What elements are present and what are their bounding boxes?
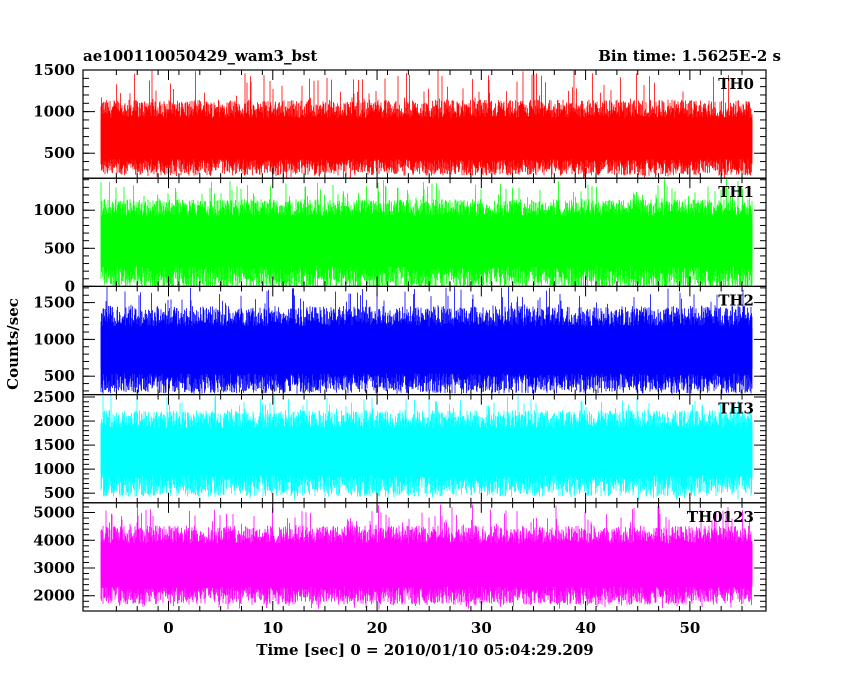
x-tick-label: 30 <box>471 619 492 637</box>
series-th3-core <box>100 430 753 470</box>
y-tick-label: 1500 <box>33 61 75 79</box>
panel-th1: 0 500 1000 TH1 <box>33 177 767 295</box>
x-axis-label: Time [sec] 0 = 2010/01/10 05:04:29.209 <box>256 641 593 659</box>
panel-label-th1: TH1 <box>718 183 754 201</box>
panel-th2: 500 1000 1500 TH2 <box>33 285 767 396</box>
y-tick-label: 0 <box>65 277 75 295</box>
series-th2-core <box>100 328 753 369</box>
series-th1-core <box>100 218 753 260</box>
y-tick-label: 2500 <box>33 388 75 406</box>
series-th0123-core <box>100 545 753 583</box>
y-tick-label: 3000 <box>33 559 75 577</box>
panel-label-th0123: TH0123 <box>687 508 754 526</box>
y-tick-label: 500 <box>44 239 75 257</box>
panel-label-th0: TH0 <box>718 75 754 93</box>
y-axis-label: Counts/sec <box>4 298 22 390</box>
x-tick-label: 50 <box>679 619 700 637</box>
y-tick-label: 2000 <box>33 587 75 605</box>
x-tick-label: 10 <box>262 619 283 637</box>
x-tick-label: 20 <box>367 619 388 637</box>
y-tick-label: 500 <box>44 484 75 502</box>
panel-th0: 500 1000 1500 TH0 <box>33 61 767 179</box>
y-tick-label: 4000 <box>33 531 75 549</box>
x-tick-label: 0 <box>163 619 173 637</box>
plot-title: ae100110050429_wam3_bst <box>83 47 317 65</box>
panel-label-th2: TH2 <box>718 291 754 309</box>
y-tick-label: 500 <box>44 144 75 162</box>
panel-th0123: 2000 3000 4000 5000 TH0123 <box>33 502 767 612</box>
y-tick-label: 1500 <box>33 294 75 312</box>
y-tick-label: 2000 <box>33 412 75 430</box>
series-th0-core <box>100 119 753 156</box>
y-tick-label: 1000 <box>33 201 75 219</box>
panel-th3: 500 1000 1500 2000 2500 TH3 <box>33 388 767 504</box>
y-tick-label: 1000 <box>33 330 75 348</box>
x-tick-label: 40 <box>575 619 596 637</box>
panel-label-th3: TH3 <box>718 400 754 418</box>
y-tick-label: 1500 <box>33 436 75 454</box>
y-tick-label: 500 <box>44 367 75 385</box>
bin-time-label: Bin time: 1.5625E-2 s <box>598 47 781 65</box>
y-tick-label: 5000 <box>33 504 75 522</box>
y-tick-label: 1000 <box>33 460 75 478</box>
y-tick-label: 1000 <box>33 103 75 121</box>
